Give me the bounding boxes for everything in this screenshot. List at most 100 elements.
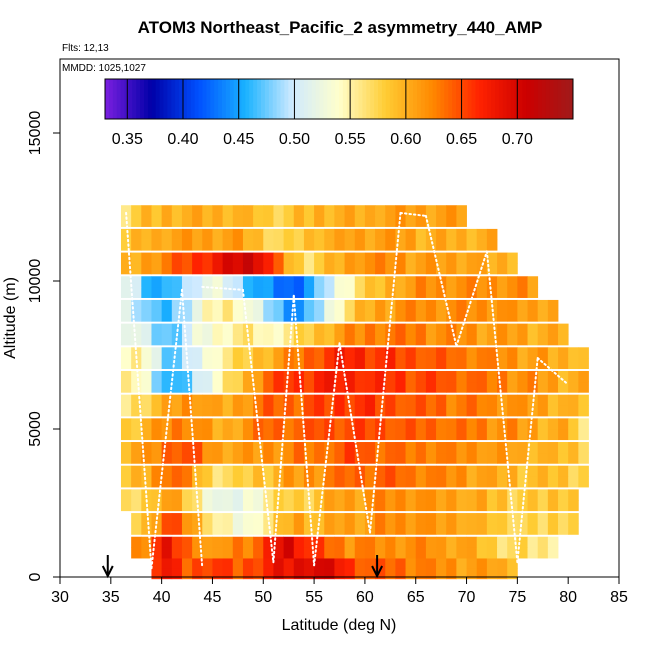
heatmap-cell: [385, 452, 396, 464]
heatmap-cell: [456, 347, 467, 359]
heatmap-cell: [527, 513, 539, 525]
heatmap-cell: [415, 239, 427, 251]
heatmap-cell: [547, 536, 559, 548]
heatmap-cell: [517, 370, 528, 383]
heatmap-cell: [385, 394, 396, 406]
heatmap-cell: [385, 357, 396, 370]
heatmap-cell: [222, 228, 234, 240]
y-axis-label: Altitude (m): [2, 277, 19, 359]
heatmap-cell: [131, 523, 142, 535]
heatmap-cell: [283, 310, 295, 322]
heatmap-cell: [568, 394, 579, 406]
heatmap-cell: [436, 228, 447, 240]
heatmap-cell: [120, 429, 132, 441]
heatmap-cell: [497, 500, 508, 512]
heatmap-cell: [232, 370, 244, 383]
heatmap-cell: [385, 252, 396, 264]
colorbar-swatch: [362, 79, 367, 119]
heatmap-cell: [395, 286, 406, 298]
heatmap-cell: [344, 276, 356, 288]
heatmap-cell: [344, 547, 356, 559]
heatmap-cell: [212, 394, 224, 406]
heatmap-cell: [476, 310, 488, 322]
heatmap-cell: [314, 286, 325, 298]
heatmap-cell: [141, 205, 152, 217]
heatmap-cell: [202, 568, 213, 580]
heatmap-cell: [273, 557, 284, 569]
heatmap-cell: [232, 299, 244, 311]
heatmap-cell: [192, 357, 203, 370]
heatmap-cell: [497, 465, 508, 477]
heatmap-cell: [385, 429, 396, 441]
heatmap-cell: [568, 405, 579, 417]
heatmap-cell: [181, 310, 193, 322]
colorbar-swatch: [506, 79, 512, 119]
heatmap-cell: [527, 429, 539, 441]
heatmap-cell: [242, 347, 254, 359]
heatmap-cell: [354, 381, 366, 393]
flight-track-segment: [181, 288, 204, 570]
heatmap-cell: [466, 357, 478, 370]
heatmap-cell: [568, 523, 579, 535]
heatmap-cell: [547, 500, 559, 512]
heatmap-cell: [151, 429, 163, 441]
heatmap-cell: [222, 418, 234, 430]
heatmap-cell: [334, 452, 345, 464]
heatmap-cell: [293, 215, 305, 227]
heatmap-cell: [425, 547, 437, 559]
heatmap-cell: [578, 465, 589, 477]
heatmap-cell: [141, 452, 152, 464]
heatmap-cell: [436, 286, 447, 298]
heatmap-cell: [395, 394, 406, 406]
heatmap-cell: [283, 557, 295, 569]
heatmap-cell: [273, 429, 284, 441]
heatmap-cell: [466, 429, 478, 441]
heatmap-cell: [375, 476, 386, 488]
heatmap-cell: [517, 523, 528, 535]
heatmap-cell: [171, 239, 183, 251]
heatmap-cell: [181, 228, 193, 240]
heatmap-cell: [375, 205, 386, 217]
heatmap-cell: [364, 263, 376, 275]
heatmap-cell: [212, 286, 224, 298]
heatmap-cell: [253, 452, 264, 464]
heatmap-cell: [466, 418, 478, 430]
heatmap-cell: [161, 513, 173, 525]
heatmap-cell: [141, 228, 152, 240]
heatmap-cell: [181, 215, 193, 227]
heatmap-cell: [303, 370, 315, 383]
heatmap-cell: [344, 381, 356, 393]
heatmap-cell: [303, 568, 315, 580]
heatmap-cell: [212, 228, 224, 240]
heatmap-cell: [385, 334, 396, 346]
heatmap-cell: [517, 276, 528, 288]
heatmap-cell: [436, 442, 447, 454]
heatmap-cell: [120, 239, 132, 251]
heatmap-cell: [314, 323, 325, 335]
heatmap-cell: [507, 557, 518, 569]
colorbar-swatch: [311, 79, 317, 119]
heatmap-cell: [375, 405, 386, 417]
heatmap-cell: [486, 239, 498, 251]
heatmap-cell: [314, 418, 325, 430]
colorbar-swatch: [483, 79, 488, 119]
heatmap-cell: [558, 323, 569, 335]
heatmap-cell: [273, 263, 284, 275]
heatmap-cell: [161, 381, 173, 393]
heatmap-cell: [456, 557, 467, 569]
colorbar-swatch: [303, 79, 309, 119]
heatmap-cell: [507, 523, 518, 535]
heatmap-cell: [273, 465, 284, 477]
heatmap-cell: [141, 394, 152, 406]
y-tick-label: 5000: [27, 411, 44, 447]
heatmap-cell: [486, 310, 498, 322]
heatmap-cell: [405, 263, 417, 275]
heatmap-cell: [161, 523, 173, 535]
heatmap-cell: [212, 547, 224, 559]
heatmap-cell: [385, 500, 396, 512]
heatmap-cell: [141, 215, 152, 227]
heatmap-cell: [334, 323, 345, 335]
heatmap-cell: [151, 536, 163, 548]
heatmap-cell: [161, 239, 173, 251]
heatmap-cell: [497, 323, 508, 335]
